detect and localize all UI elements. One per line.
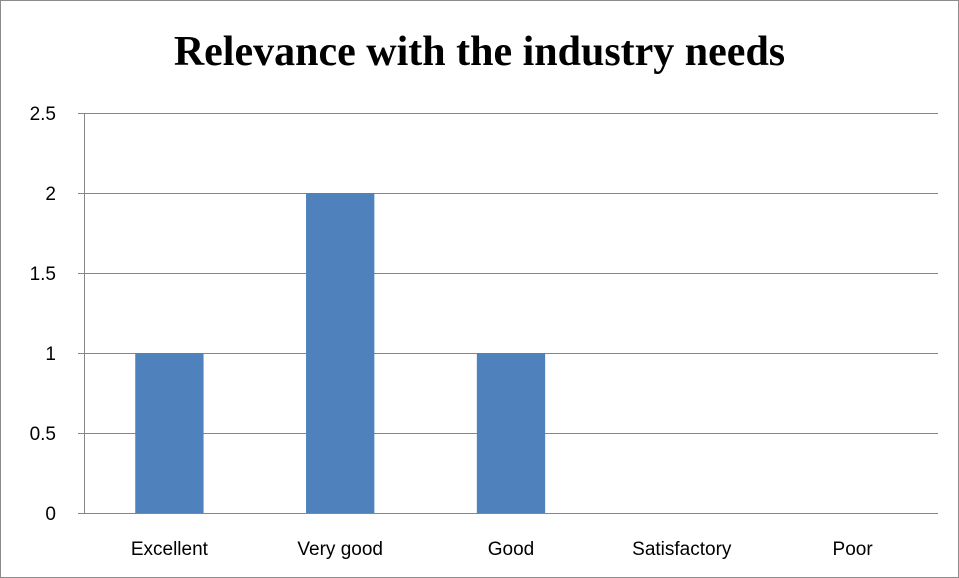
x-tick-labels: Excellent Very good Good Satisfactory Poor (131, 539, 873, 560)
x-tick-label: Poor (833, 539, 874, 560)
bars (135, 193, 546, 513)
y-tick-labels: 0 0.5 1 1.5 2 2.5 (30, 104, 56, 525)
x-tick-label: Very good (297, 539, 383, 560)
bar-excellent (135, 353, 204, 513)
bar-good (476, 353, 546, 513)
bar-very-good (306, 193, 375, 513)
y-tick-label: 2.5 (30, 104, 56, 125)
y-tick-label: 1 (45, 344, 56, 365)
axes (78, 113, 938, 514)
x-tick-label: Satisfactory (632, 539, 732, 560)
y-tick-label: 1.5 (30, 264, 56, 285)
chart-title: Relevance with the industry needs (173, 29, 786, 75)
y-tick-label: 0 (45, 504, 56, 525)
y-tick-label: 2 (45, 184, 56, 205)
x-tick-label: Good (488, 539, 534, 560)
x-tick-label: Excellent (131, 539, 209, 560)
y-tick-label: 0.5 (30, 424, 56, 445)
